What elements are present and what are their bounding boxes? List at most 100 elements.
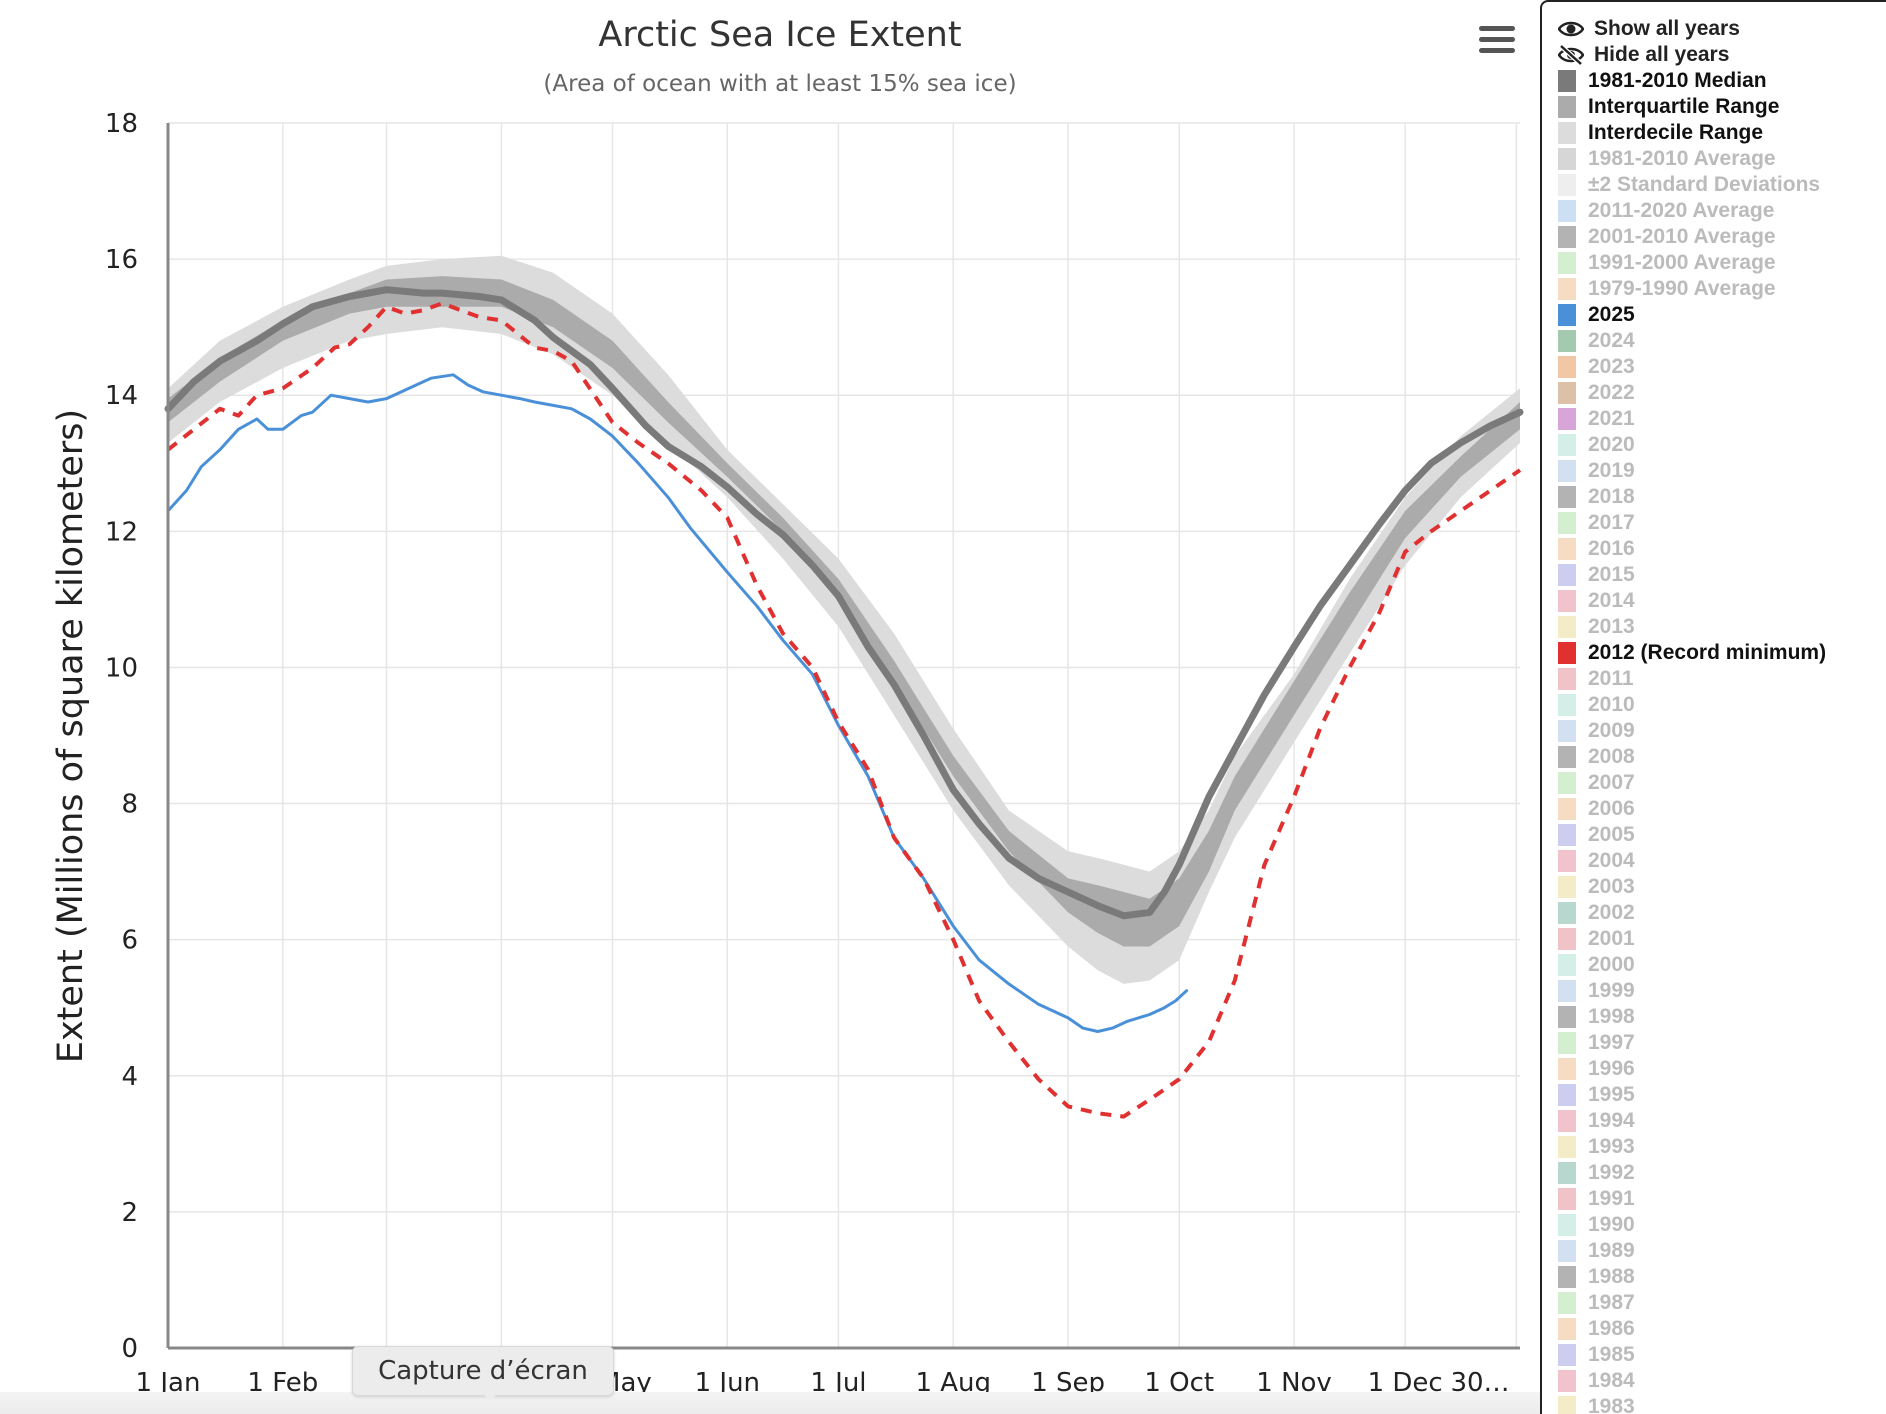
legend-item-label: 2000 <box>1588 953 1635 976</box>
legend-swatch <box>1558 330 1576 352</box>
legend-swatch <box>1558 70 1576 92</box>
legend-swatch <box>1558 590 1576 612</box>
legend-item[interactable]: 1983 <box>1558 1394 1886 1414</box>
band-interdecile-range <box>168 255 1520 984</box>
legend-item[interactable]: 2025 <box>1558 302 1886 328</box>
legend-item-label: 1992 <box>1588 1161 1635 1184</box>
legend-item[interactable]: 2022 <box>1558 380 1886 406</box>
legend-swatch <box>1558 902 1576 924</box>
y-tick-label: 16 <box>105 245 138 275</box>
legend-item[interactable]: 2001 <box>1558 926 1886 952</box>
legend-item-label: 2001 <box>1588 927 1635 950</box>
legend-swatch <box>1558 1240 1576 1262</box>
legend-item[interactable]: 1994 <box>1558 1108 1886 1134</box>
legend-item[interactable]: 2024 <box>1558 328 1886 354</box>
legend-swatch <box>1558 278 1576 300</box>
legend-item[interactable]: 1988 <box>1558 1264 1886 1290</box>
legend-item[interactable]: 1985 <box>1558 1342 1886 1368</box>
y-tick-label: 6 <box>121 926 138 956</box>
legend-item[interactable]: 2003 <box>1558 874 1886 900</box>
legend-item[interactable]: 1984 <box>1558 1368 1886 1394</box>
legend-item-label: 1999 <box>1588 979 1635 1002</box>
legend-item-label: 1997 <box>1588 1031 1635 1054</box>
legend-item[interactable]: 1981-2010 Average <box>1558 146 1886 172</box>
legend-item[interactable]: 2011 <box>1558 666 1886 692</box>
legend-item[interactable]: 2009 <box>1558 718 1886 744</box>
legend-item[interactable]: 1993 <box>1558 1134 1886 1160</box>
legend-item[interactable]: 2015 <box>1558 562 1886 588</box>
legend-item[interactable]: 2007 <box>1558 770 1886 796</box>
legend-item-label: 2018 <box>1588 485 1635 508</box>
legend-item-label: 2023 <box>1588 355 1635 378</box>
legend-item[interactable]: 1998 <box>1558 1004 1886 1030</box>
legend-item[interactable]: 2021 <box>1558 406 1886 432</box>
legend-item[interactable]: 1990 <box>1558 1212 1886 1238</box>
legend-item[interactable]: 2010 <box>1558 692 1886 718</box>
menu-bar <box>1479 37 1515 42</box>
legend-item[interactable]: 1986 <box>1558 1316 1886 1342</box>
tooltip-arrow <box>482 1393 498 1401</box>
legend-item[interactable]: Interquartile Range <box>1558 94 1886 120</box>
legend-item[interactable]: 2004 <box>1558 848 1886 874</box>
legend-swatch <box>1558 798 1576 820</box>
legend-item[interactable]: 2014 <box>1558 588 1886 614</box>
legend-items: 1981-2010 Median Interquartile Range Inter… <box>1558 68 1886 1414</box>
legend-item[interactable]: 2008 <box>1558 744 1886 770</box>
legend-item[interactable]: 2006 <box>1558 796 1886 822</box>
legend-swatch <box>1558 200 1576 222</box>
hamburger-menu-icon[interactable] <box>1476 26 1518 62</box>
legend-item-label: 1981-2010 Median <box>1588 69 1767 92</box>
show-all-years-button[interactable]: Show all years <box>1558 16 1886 42</box>
legend-item[interactable]: 2000 <box>1558 952 1886 978</box>
legend-swatch <box>1558 668 1576 690</box>
y-axis-title: Extent (Millions of square kilometers) <box>51 409 91 1063</box>
legend-item[interactable]: 2023 <box>1558 354 1886 380</box>
legend-item[interactable]: 2016 <box>1558 536 1886 562</box>
legend-item[interactable]: 1979-1990 Average <box>1558 276 1886 302</box>
legend-swatch <box>1558 486 1576 508</box>
legend-swatch <box>1558 746 1576 768</box>
legend-swatch <box>1558 538 1576 560</box>
hide-all-years-button[interactable]: Hide all years <box>1558 42 1886 68</box>
legend-item[interactable]: ±2 Standard Deviations <box>1558 172 1886 198</box>
legend-item[interactable]: 1999 <box>1558 978 1886 1004</box>
legend-swatch <box>1558 408 1576 430</box>
legend-item-label: 1991-2000 Average <box>1588 251 1776 274</box>
legend-swatch <box>1558 512 1576 534</box>
legend-item[interactable]: 2020 <box>1558 432 1886 458</box>
legend-item-label: 2002 <box>1588 901 1635 924</box>
legend-item-label: 1987 <box>1588 1291 1635 1314</box>
legend-item[interactable]: 1992 <box>1558 1160 1886 1186</box>
legend-item-label: Interquartile Range <box>1588 95 1780 118</box>
legend-item[interactable]: 1987 <box>1558 1290 1886 1316</box>
legend-item[interactable]: 1997 <box>1558 1030 1886 1056</box>
legend-item-label: 2016 <box>1588 537 1635 560</box>
legend-item[interactable]: 2019 <box>1558 458 1886 484</box>
legend-item-label: 2013 <box>1588 615 1635 638</box>
eye-icon <box>1558 21 1584 37</box>
legend-item[interactable]: 1995 <box>1558 1082 1886 1108</box>
legend-swatch <box>1558 148 1576 170</box>
legend-item[interactable]: 2005 <box>1558 822 1886 848</box>
legend-item-label: 1993 <box>1588 1135 1635 1158</box>
series-2025 <box>166 373 1189 1033</box>
legend-swatch <box>1558 850 1576 872</box>
legend-item-label: 1988 <box>1588 1265 1635 1288</box>
legend-item-label: 1990 <box>1588 1213 1635 1236</box>
legend-item[interactable]: Interdecile Range <box>1558 120 1886 146</box>
legend-item[interactable]: 2001-2010 Average <box>1558 224 1886 250</box>
legend-item[interactable]: 1981-2010 Median <box>1558 68 1886 94</box>
legend-item[interactable]: 2018 <box>1558 484 1886 510</box>
legend-item[interactable]: 1991-2000 Average <box>1558 250 1886 276</box>
legend-swatch <box>1558 1318 1576 1340</box>
legend-item[interactable]: 1996 <box>1558 1056 1886 1082</box>
legend-item[interactable]: 2011-2020 Average <box>1558 198 1886 224</box>
range-bands <box>168 255 1520 984</box>
legend-item[interactable]: 1991 <box>1558 1186 1886 1212</box>
legend-swatch <box>1558 954 1576 976</box>
legend-item[interactable]: 1989 <box>1558 1238 1886 1264</box>
legend-item[interactable]: 2002 <box>1558 900 1886 926</box>
legend-item[interactable]: 2017 <box>1558 510 1886 536</box>
legend-item[interactable]: 2012 (Record minimum) <box>1558 640 1886 666</box>
legend-item[interactable]: 2013 <box>1558 614 1886 640</box>
